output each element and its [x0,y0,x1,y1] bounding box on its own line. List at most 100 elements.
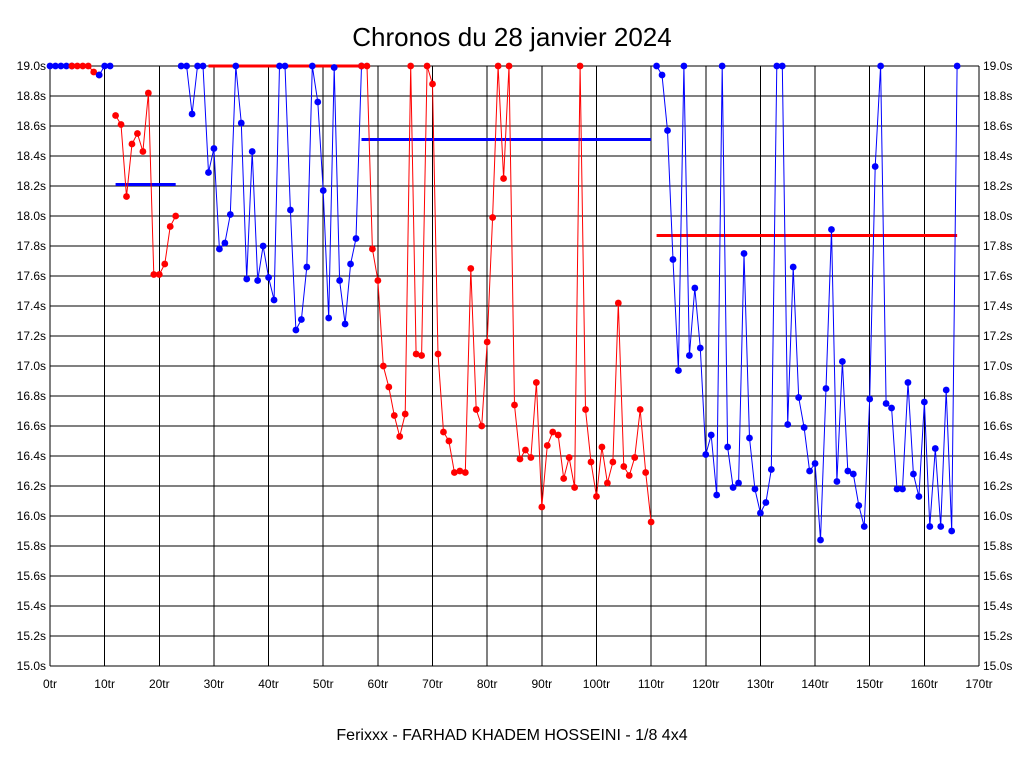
data-point-red [396,433,404,440]
data-point-blue [205,169,212,176]
y-tick-label-left: 15.8s [17,539,46,553]
y-tick-label-left: 17.6s [17,269,46,283]
data-point-red [401,410,409,418]
data-point-red [560,475,568,482]
y-tick-label-left: 18.6s [17,119,46,133]
data-point-blue [707,431,715,439]
data-point-blue [691,284,699,292]
data-point-blue [888,404,895,412]
data-point-blue [330,64,338,71]
data-point-red [620,463,628,470]
data-point-blue [746,434,753,442]
data-point-blue [718,62,726,70]
data-point-red [522,446,529,454]
data-point-red [604,479,611,487]
y-tick-label-right: 16.4s [983,449,1012,463]
y-tick-label-left: 15.4s [17,599,46,613]
data-point-red [379,362,387,370]
data-point-blue [904,379,912,386]
data-point-blue [833,478,841,485]
data-point-blue [811,460,819,467]
data-point-red [554,431,562,439]
data-point-blue [915,493,923,500]
data-point-red [631,454,639,461]
data-point-blue [237,119,245,127]
data-point-red [172,212,180,220]
data-point-blue [669,256,677,263]
y-tick-label-left: 17.2s [17,329,46,343]
y-tick-label-right: 18.8s [983,89,1012,103]
data-point-red [429,80,436,88]
data-point-blue [724,443,732,451]
chart-title: Chronos du 28 janvier 2024 [352,22,671,52]
data-point-blue [221,239,229,247]
data-point-blue [46,62,54,70]
data-point-blue [882,400,890,407]
data-point-blue [216,245,223,253]
x-tick-label: 50tr [313,677,334,691]
x-tick-label: 70tr [422,677,443,691]
data-point-blue [751,485,759,493]
data-point-blue [303,263,311,271]
data-point-red [543,442,551,449]
data-point-red [461,469,469,476]
y-tick-label-right: 18.4s [983,149,1012,163]
data-point-red [505,62,513,70]
x-tick-label: 160tr [911,677,938,691]
data-point-blue [297,316,305,323]
data-point-red [363,62,371,70]
data-point-blue [287,206,294,214]
data-point-blue [931,445,939,452]
data-point-blue [95,71,103,79]
data-point-red [161,260,169,268]
series-layer [46,62,961,544]
data-point-red [625,472,633,479]
x-tick-label: 40tr [258,677,279,691]
data-point-blue [855,502,863,509]
data-point-red [134,130,141,137]
y-tick-label-right: 17.4s [983,299,1012,313]
data-point-blue [920,398,928,406]
data-point-red [374,277,382,284]
data-point-blue [696,344,704,352]
data-point-red [593,493,600,500]
data-point-blue [658,71,666,79]
data-point-red [467,265,475,272]
data-point-blue [860,523,868,530]
data-point-red [434,350,442,358]
data-point-blue [838,358,846,365]
data-point-red [636,406,644,413]
data-point-red [609,458,617,466]
y-tick-label-right: 17.0s [983,359,1012,373]
data-point-red [494,62,502,70]
data-point-blue [849,470,857,478]
y-tick-label-right: 15.4s [983,599,1012,613]
data-point-blue [319,187,327,194]
data-point-red [587,458,595,466]
data-point-red [527,454,535,461]
data-point-red [445,437,453,445]
data-point-blue [194,62,201,70]
y-tick-label-left: 19.0s [17,59,46,73]
data-point-red [139,148,147,155]
data-point-red [144,89,152,97]
data-point-red [84,62,92,70]
data-point-blue [740,250,748,257]
y-tick-label-right: 17.8s [983,239,1012,253]
y-tick-label-right: 17.6s [983,269,1012,283]
data-point-blue [177,62,185,70]
data-point-blue [926,523,934,530]
data-point-blue [243,275,251,283]
data-point-red [538,503,546,511]
data-point-blue [893,485,901,493]
y-tick-label-right: 15.8s [983,539,1012,553]
data-point-blue [57,62,65,70]
data-point-blue [199,62,207,70]
data-point-blue [713,491,721,499]
y-tick-label-left: 18.0s [17,209,46,223]
data-point-blue [347,260,354,268]
data-point-red [407,62,415,70]
x-tick-label: 120tr [692,677,719,691]
data-point-blue [325,314,333,322]
